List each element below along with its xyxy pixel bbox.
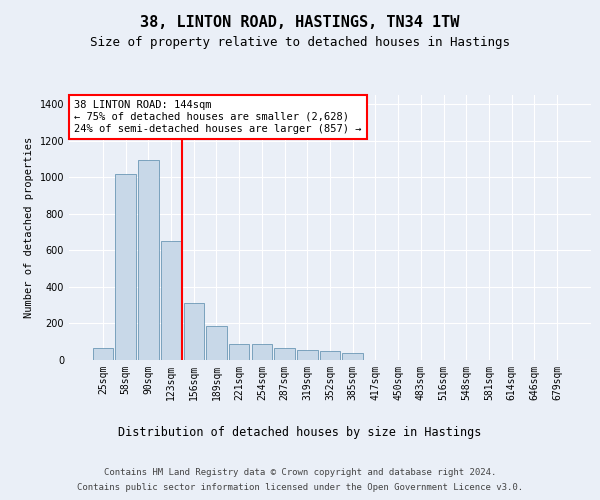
Bar (115, 174, 136, 360)
Text: Size of property relative to detached houses in Hastings: Size of property relative to detached ho… (90, 36, 510, 49)
Text: Distribution of detached houses by size in Hastings: Distribution of detached houses by size … (118, 426, 482, 439)
Bar (251, 344, 272, 360)
Bar (343, 352, 363, 360)
Bar (297, 350, 317, 360)
Text: 38, LINTON ROAD, HASTINGS, TN34 1TW: 38, LINTON ROAD, HASTINGS, TN34 1TW (140, 15, 460, 30)
Text: 38 LINTON ROAD: 144sqm
← 75% of detached houses are smaller (2,628)
24% of semi-: 38 LINTON ROAD: 144sqm ← 75% of detached… (74, 100, 362, 134)
Bar (93, 348, 113, 360)
Bar (320, 351, 340, 360)
Bar (206, 326, 227, 360)
Y-axis label: Number of detached properties: Number of detached properties (24, 137, 34, 318)
Bar (138, 160, 158, 360)
Bar (274, 348, 295, 360)
Bar (229, 344, 250, 360)
Bar (184, 304, 204, 360)
Bar (161, 241, 181, 360)
Text: Contains HM Land Registry data © Crown copyright and database right 2024.: Contains HM Land Registry data © Crown c… (104, 468, 496, 477)
Text: Contains public sector information licensed under the Open Government Licence v3: Contains public sector information licen… (77, 483, 523, 492)
